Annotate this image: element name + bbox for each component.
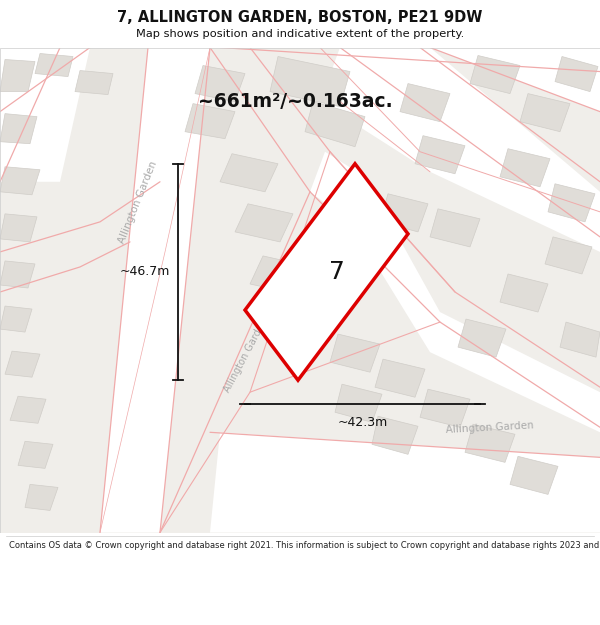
Text: Allington Garden: Allington Garden [446, 420, 534, 434]
Polygon shape [235, 204, 293, 242]
Polygon shape [245, 164, 408, 380]
Text: Allington Gard...: Allington Gard... [222, 320, 268, 394]
Polygon shape [10, 396, 46, 423]
Polygon shape [555, 56, 598, 92]
Polygon shape [372, 416, 418, 454]
Polygon shape [0, 214, 37, 242]
Polygon shape [5, 351, 40, 377]
Polygon shape [470, 56, 520, 94]
Text: 7, ALLINGTON GARDEN, BOSTON, PE21 9DW: 7, ALLINGTON GARDEN, BOSTON, PE21 9DW [118, 11, 482, 26]
Text: Contains OS data © Crown copyright and database right 2021. This information is : Contains OS data © Crown copyright and d… [9, 541, 600, 550]
Polygon shape [0, 114, 37, 144]
Text: Map shows position and indicative extent of the property.: Map shows position and indicative extent… [136, 29, 464, 39]
Polygon shape [420, 389, 470, 428]
Polygon shape [520, 94, 570, 132]
Polygon shape [548, 184, 595, 222]
Polygon shape [305, 102, 365, 147]
Polygon shape [210, 432, 600, 532]
Polygon shape [430, 209, 480, 247]
Polygon shape [195, 66, 245, 102]
Polygon shape [380, 194, 428, 232]
Polygon shape [400, 84, 450, 122]
Polygon shape [545, 237, 592, 274]
Polygon shape [295, 266, 340, 304]
Polygon shape [270, 56, 350, 107]
Polygon shape [465, 424, 515, 462]
Text: Allington Garden: Allington Garden [117, 159, 159, 244]
Polygon shape [500, 274, 548, 312]
Text: ~46.7m: ~46.7m [119, 266, 170, 279]
Polygon shape [415, 136, 465, 174]
Polygon shape [0, 48, 90, 182]
Text: 7: 7 [329, 260, 344, 284]
Polygon shape [0, 59, 35, 92]
Polygon shape [310, 152, 600, 432]
Polygon shape [75, 71, 113, 94]
Polygon shape [35, 54, 73, 76]
Polygon shape [18, 441, 53, 468]
Polygon shape [375, 359, 425, 398]
Polygon shape [0, 261, 35, 288]
Polygon shape [560, 322, 600, 357]
Polygon shape [330, 334, 380, 372]
Polygon shape [185, 104, 235, 139]
Polygon shape [100, 48, 210, 532]
Polygon shape [220, 154, 278, 192]
Polygon shape [510, 456, 558, 494]
Polygon shape [0, 48, 600, 532]
Polygon shape [25, 484, 58, 511]
Polygon shape [320, 48, 600, 252]
Text: ~661m²/~0.163ac.: ~661m²/~0.163ac. [197, 92, 392, 111]
Polygon shape [0, 167, 40, 195]
Polygon shape [458, 319, 506, 357]
Polygon shape [0, 306, 32, 332]
Polygon shape [430, 48, 600, 112]
Polygon shape [500, 149, 550, 187]
Polygon shape [250, 256, 308, 294]
Polygon shape [335, 384, 382, 423]
Text: ~42.3m: ~42.3m [337, 416, 388, 429]
